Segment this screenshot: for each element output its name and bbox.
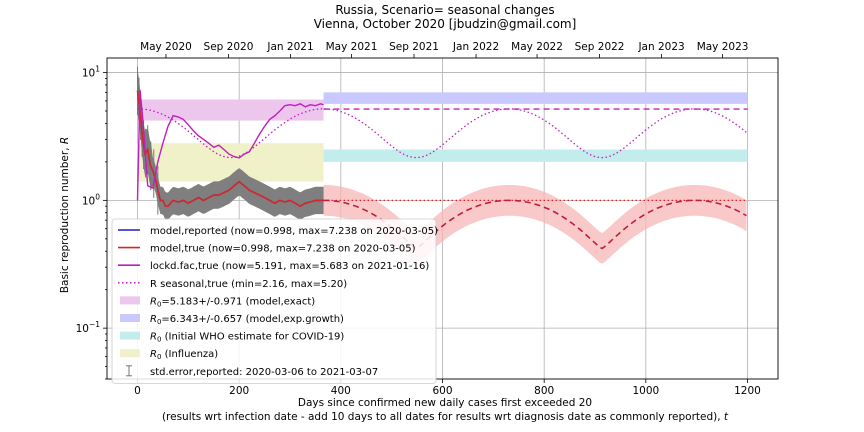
legend-swatch [120, 349, 140, 358]
y-tick-label: 100 [82, 192, 100, 207]
top-tick-label: Jan 2022 [452, 41, 499, 53]
band-r0-exp-growth [323, 92, 748, 104]
top-tick-label: May 2023 [697, 41, 749, 53]
y-tick-label: 101 [82, 65, 100, 80]
x-tick-label: 600 [432, 385, 452, 397]
legend-label: std.error,reported: 2020-03-06 to 2021-0… [150, 367, 378, 378]
top-tick-label: Jan 2021 [266, 41, 313, 53]
top-tick-label: Sep 2020 [204, 41, 254, 53]
legend-box [111, 218, 437, 384]
legend: model,reported (now=0.998, max=7.238 on … [111, 218, 438, 384]
x-axis-label-2: (results wrt infection date - add 10 day… [162, 411, 729, 423]
top-tick-label: May 2022 [511, 41, 563, 53]
legend-label: R0=5.183+/-0.971 (model,exact) [150, 296, 315, 308]
legend-label: model,true (now=0.998, max=7.238 on 2020… [150, 244, 416, 255]
legend-swatch [120, 331, 140, 340]
chart-title: Russia, Scenario= seasonal changes [335, 3, 554, 17]
y-tick-label: 10−1 [76, 320, 101, 335]
x-tick-label: 0 [134, 385, 141, 397]
series-r-seasonal [137, 108, 748, 159]
band-r0-exact [137, 99, 324, 121]
legend-label: model,reported (now=0.998, max=7.238 on … [150, 226, 438, 237]
legend-label: lockd.fac,true (now=5.191, max=5.683 on … [150, 261, 429, 272]
y-axis-label: Basic reproduction number, R [59, 137, 71, 293]
top-tick-label: Sep 2021 [389, 41, 439, 53]
top-tick-label: May 2020 [140, 41, 192, 53]
x-tick-label: 1000 [632, 385, 659, 397]
legend-label: R0 (Initial WHO estimate for COVID-19) [150, 332, 344, 344]
legend-label: R0 (Influenza) [150, 349, 218, 361]
top-tick-label: May 2021 [326, 41, 378, 53]
projection-model-line [323, 199, 747, 250]
legend-swatch [120, 314, 140, 322]
top-tick-label: Jan 2023 [637, 41, 684, 53]
x-axis-label: Days since confirmed new daily cases fir… [298, 397, 592, 409]
x-tick-label: 200 [229, 385, 249, 397]
x-tick-label: 800 [534, 385, 554, 397]
legend-label: R seasonal,true (min=2.16, max=5.20) [150, 279, 347, 290]
series-lockd-fac-true [136, 89, 324, 201]
x-tick-label: 400 [331, 385, 351, 397]
legend-label: R0=6.343+/-0.657 (model,exp.growth) [150, 314, 344, 326]
legend-swatch [120, 296, 140, 305]
band-r0-who [323, 149, 748, 162]
x-tick-label: 1200 [734, 385, 761, 397]
series-model-true [136, 90, 324, 208]
top-tick-label: Sep 2022 [575, 41, 625, 53]
chart-subtitle: Vienna, October 2020 [jbudzin@gmail.com] [314, 17, 577, 31]
